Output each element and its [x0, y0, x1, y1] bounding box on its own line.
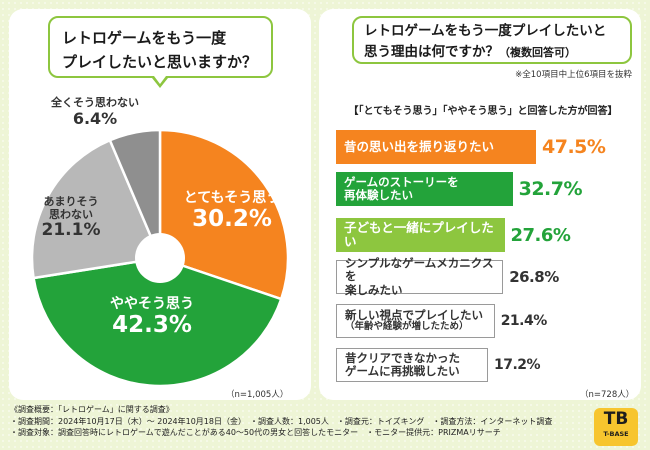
bar-value-3: 27.6%	[510, 224, 571, 246]
pie-label-very-much-percent: 30.2%	[192, 206, 272, 233]
bar-5: 新しい視点でプレイしたい （年齢や経験が増したため）	[336, 304, 495, 338]
pie-label-somewhat-text-1: ややそう思う	[110, 296, 194, 312]
bar-label-3: 子どもと一緒にプレイしたい	[344, 219, 497, 250]
bar-row-2: ゲームのストーリーを 再体験したい 32.7%	[336, 172, 583, 206]
survey-overview-target: ・調査対象：調査回答時にレトロゲームで遊んだことがある40～50代の男女と回答し…	[10, 428, 501, 437]
bar-3: 子どもと一緒にプレイしたい	[336, 218, 505, 252]
bar-label-4-line2: 楽しみたい	[345, 282, 403, 297]
pie-slice-somewhat	[32, 256, 283, 388]
bar-4: シンプルなゲームメカニクスを 楽しみたい	[336, 256, 504, 297]
bar-value-6: 17.2%	[494, 357, 541, 373]
pie-label-somewhat-percent: 42.3%	[112, 312, 192, 339]
pie-label-not-much-percent: 21.1%	[41, 220, 101, 241]
bar-value-2: 32.7%	[518, 178, 583, 200]
selection-note: ※全10項目中上位6項目を抜粋	[515, 70, 632, 80]
pie-label-not-at-all-percent: 6.4%	[72, 108, 118, 128]
bar-value-4: 26.8%	[509, 268, 559, 286]
pie-slice-very-much	[158, 128, 290, 301]
bar-label-1-line1: 昔の思い出を振り返りたい	[344, 138, 495, 154]
bar-question-line1: レトロゲームをもう一度プレイしたいと	[364, 23, 607, 39]
bar-label-2-line1: ゲームのストーリーを	[344, 174, 459, 189]
pie-label-not-much-text-2: 思わない	[49, 207, 93, 221]
pie-label-somewhat: ややそう思う 42.3%	[82, 296, 222, 339]
pie-question-tail-inner	[154, 76, 166, 84]
bar-row-6: 昔クリアできなかった ゲームに再挑戦したい 17.2%	[336, 348, 541, 382]
pie-label-very-much: とてもそう思う 30.2%	[172, 190, 292, 233]
bar-label-4-line1: シンプルなゲームメカニクスを	[345, 256, 494, 284]
bar-2: ゲームのストーリーを 再体験したい	[336, 172, 513, 206]
bar-6: 昔クリアできなかった ゲームに再挑戦したい	[336, 348, 488, 382]
bar-label-5: 新しい視点でプレイしたい （年齢や経験が増したため）	[345, 307, 483, 333]
survey-overview-details: ・調査期間：2024年10月17日（木）～ 2024年10月18日（金） ・調査…	[10, 416, 553, 426]
bar-label-4: シンプルなゲームメカニクスを 楽しみたい	[345, 256, 494, 297]
pie-label-not-much: あまりそう 思わない 21.1%	[28, 195, 114, 241]
bar-1: 昔の思い出を振り返りたい	[336, 130, 536, 164]
logo-mark: TB	[603, 409, 629, 429]
bar-row-4: シンプルなゲームメカニクスを 楽しみたい 26.8%	[336, 256, 559, 297]
pie-sample-size: （n=1,005人）	[226, 390, 289, 400]
pie-label-very-much-text-1: とてもそう思う	[183, 190, 281, 206]
pie-question-line1: レトロゲームをもう一度	[62, 29, 227, 47]
bar-row-3: 子どもと一緒にプレイしたい 27.6%	[336, 218, 571, 252]
bar-row-1: 昔の思い出を振り返りたい 47.5%	[336, 130, 606, 164]
survey-overview-title: 《調査概要：「レトロゲーム」に関する調査》	[10, 405, 174, 414]
pie-slice-not-much	[30, 138, 162, 280]
bar-question-suffix: （複数回答可）	[499, 46, 576, 59]
pie-label-not-much-text-1: あまりそう	[43, 195, 99, 208]
bar-label-6-line1: 昔クリアできなかった	[345, 350, 460, 365]
bar-label-2: ゲームのストーリーを 再体験したい	[344, 174, 459, 202]
pie-label-not-at-all-text-1: 全くそう思わない	[51, 96, 139, 109]
bar-label-6: 昔クリアできなかった ゲームに再挑戦したい	[345, 350, 460, 378]
survey-overview: 《調査概要：「レトロゲーム」に関する調査》 ・調査期間：2024年10月17日（…	[10, 404, 570, 439]
bar-row-5: 新しい視点でプレイしたい （年齢や経験が増したため） 21.4%	[336, 304, 547, 338]
pie-label-not-at-all: 全くそう思わない 6.4%	[30, 96, 160, 128]
pie-center-hole	[135, 233, 185, 283]
bar-label-1: 昔の思い出を振り返りたい	[344, 138, 495, 154]
bar-label-5-line2: （年齢や経験が増したため）	[345, 321, 469, 333]
bar-question-line2: 思う理由は何ですか？	[364, 44, 499, 60]
respondent-subheading: 【「とてもそう思う」「ややそう思う」と回答した方が回答】	[348, 106, 618, 117]
bar-value-1: 47.5%	[542, 136, 606, 158]
logo-text: T-BASE	[603, 430, 629, 438]
bar-value-5: 21.4%	[500, 313, 548, 329]
bar-label-6-line2: ゲームに再挑戦したい	[345, 364, 460, 378]
pie-slice-not-at-all	[108, 128, 162, 259]
tbase-logo: TB T-BASE	[594, 408, 638, 446]
bar-label-5-line1: 新しい視点でプレイしたい	[345, 307, 483, 322]
bar-question-bubble: レトロゲームをもう一度プレイしたいと 思う理由は何ですか？（複数回答可）	[352, 16, 632, 64]
bar-label-2-line2: 再体験したい	[344, 188, 413, 202]
bar-label-3-line1: 子どもと一緒にプレイしたい	[344, 219, 494, 249]
pie-question-line2: プレイしたいと思いますか？	[62, 53, 258, 71]
bar-sample-size: （n=728人）	[580, 390, 635, 400]
